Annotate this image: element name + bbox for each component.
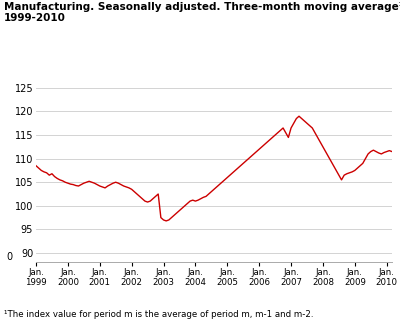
Text: 0: 0 <box>7 252 13 262</box>
Text: ¹The index value for period m is the average of period m, m-1 and m-2.: ¹The index value for period m is the ave… <box>4 310 314 319</box>
Text: Manufacturing. Seasonally adjusted. Three-month moving average¹.
1999-2010: Manufacturing. Seasonally adjusted. Thre… <box>4 2 400 23</box>
